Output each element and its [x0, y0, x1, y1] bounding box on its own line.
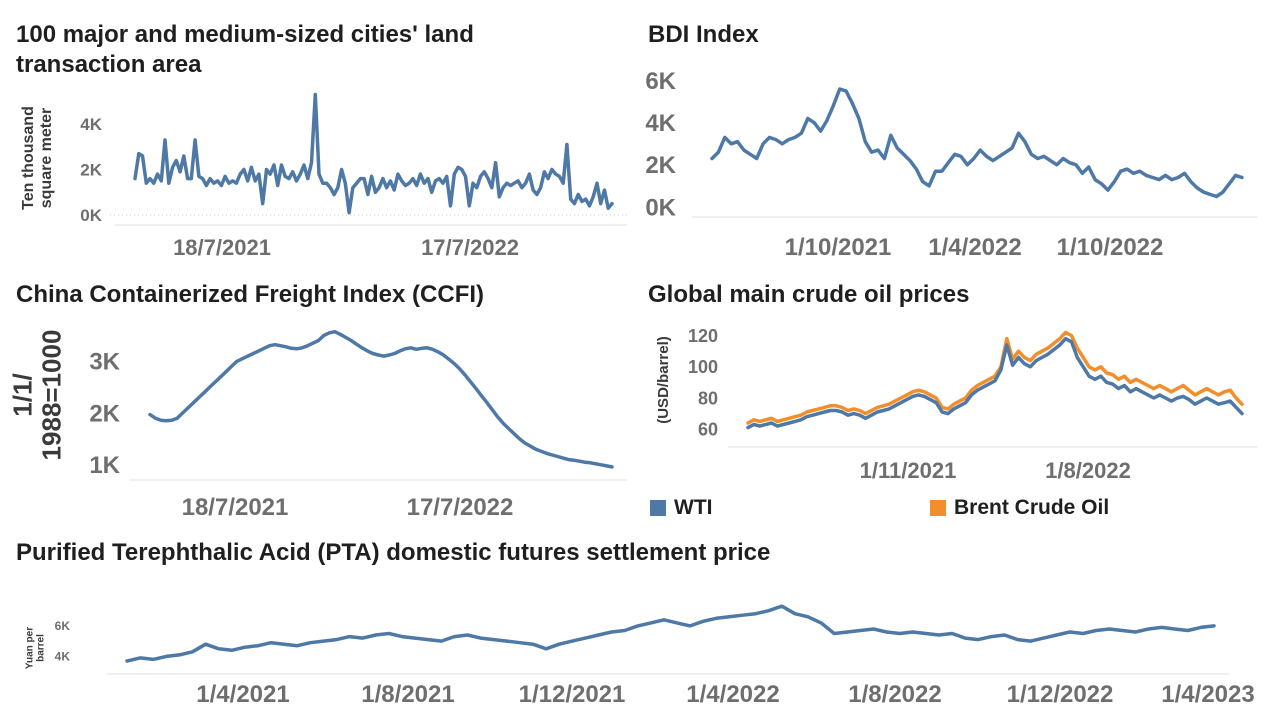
oil-brent-crude-oil-line — [746, 330, 1244, 425]
pta-x-tick-label: 1/4/2022 — [686, 681, 779, 708]
pta-y-axis-label-line: barrel — [36, 634, 47, 662]
oil-legend-wti: WTI — [650, 496, 712, 520]
bdi-x-tick-label: 1/10/2021 — [785, 234, 892, 261]
ccfi-y-axis-label: 1/1/1988=1000 — [8, 330, 67, 461]
pta-x-tick-label: 1/8/2022 — [848, 681, 941, 708]
ccfi-chart: 1K 2K 3K 18/7/2021 17/7/2022 1/1/1988=1000 — [8, 329, 627, 521]
pta-chart-title: Purified Terephthalic Acid (PTA) domesti… — [16, 539, 771, 566]
oil-y-tick-label: 100 — [688, 357, 718, 377]
land-y-axis-label: Ten thousandsquare meter — [20, 106, 55, 210]
oil-y-tick-label: 120 — [688, 326, 718, 346]
bdi-chart: 0K 2K 4K 6K 1/10/2021 1/4/2022 1/10/2022 — [645, 68, 1257, 261]
oil-y-tick-label: 80 — [698, 388, 718, 408]
land-chart-title-line-2: transaction area — [16, 51, 202, 78]
ccfi-chart-title: China Containerized Freight Index (CCFI) — [16, 281, 485, 308]
ccfi-y-tick-label: 1K — [89, 452, 120, 479]
bdi-x-tick-label: 1/10/2022 — [1057, 234, 1164, 261]
oil-chart: 60 80 100 120 1/11/2021 1/8/2022 (USD/barrel) — [655, 326, 1257, 483]
land-y-axis-label-line: square meter — [38, 108, 55, 209]
bdi-series-line — [710, 87, 1244, 199]
pta-x-tick-label: 1/12/2021 — [519, 681, 626, 708]
land-series-line — [133, 92, 614, 215]
wti-swatch — [650, 500, 666, 516]
oil-legend-brent: Brent Crude Oil — [930, 496, 1109, 520]
ccfi-y-tick-label: 2K — [89, 400, 120, 427]
brent-legend-label: Brent Crude Oil — [954, 496, 1110, 519]
oil-x-tick-label: 1/11/2021 — [860, 458, 957, 483]
bdi-y-tick-label: 6K — [645, 68, 676, 95]
land-y-axis-label-line: Ten thousand — [20, 106, 37, 210]
wti-legend-label: WTI — [674, 496, 713, 519]
pta-x-tick-label: 1/8/2021 — [361, 681, 454, 708]
oil-y-axis-label: (USD/barrel) — [655, 336, 672, 424]
pta-y-axis-label: Yuan perbarrel — [25, 627, 47, 669]
ccfi-y-axis-label-line: 1988=1000 — [36, 330, 66, 461]
pta-x-tick-label: 1/12/2022 — [1007, 681, 1114, 708]
pta-y-axis-label-line: Yuan per — [25, 627, 36, 669]
bdi-y-tick-label: 2K — [645, 152, 676, 179]
bdi-y-tick-label: 4K — [645, 110, 676, 137]
pta-x-tick-label: 1/4/2023 — [1161, 681, 1254, 708]
oil-y-tick-label: 60 — [698, 420, 718, 440]
land-x-tick-label: 17/7/2022 — [421, 235, 519, 260]
pta-x-tick-label: 1/4/2021 — [196, 681, 289, 708]
pta-series-line — [125, 604, 1216, 663]
ccfi-y-tick-label: 3K — [89, 349, 120, 376]
ccfi-x-tick-label: 17/7/2022 — [407, 494, 514, 521]
bdi-x-tick-label: 1/4/2022 — [928, 234, 1021, 261]
land-y-tick-label: 2K — [80, 160, 102, 179]
land-y-tick-label: 4K — [80, 115, 102, 134]
oil-x-tick-label: 1/8/2022 — [1045, 458, 1131, 483]
oil-chart-title: Global main crude oil prices — [648, 281, 970, 308]
ccfi-series-line — [148, 329, 614, 469]
land-chart-title-line-1: 100 major and medium-sized cities' land — [16, 21, 474, 48]
land-x-tick-label: 18/7/2021 — [173, 235, 271, 260]
ccfi-x-tick-label: 18/7/2021 — [182, 494, 289, 521]
land-chart-title: 100 major and medium-sized cities' land … — [16, 20, 474, 80]
land-chart: 0K 2K 4K 18/7/2021 17/7/2022 Ten thousandsqua… — [20, 92, 627, 260]
pta-y-tick-label: 6K — [55, 619, 71, 633]
oil-wti-line — [746, 336, 1244, 430]
brent-swatch — [930, 500, 946, 516]
land-y-tick-label: 0K — [80, 206, 102, 225]
bdi-chart-title: BDI Index — [648, 21, 759, 48]
pta-y-tick-label: 4K — [55, 650, 71, 664]
bdi-y-tick-label: 0K — [645, 194, 676, 221]
ccfi-y-axis-label-line: 1/1/ — [8, 373, 38, 416]
